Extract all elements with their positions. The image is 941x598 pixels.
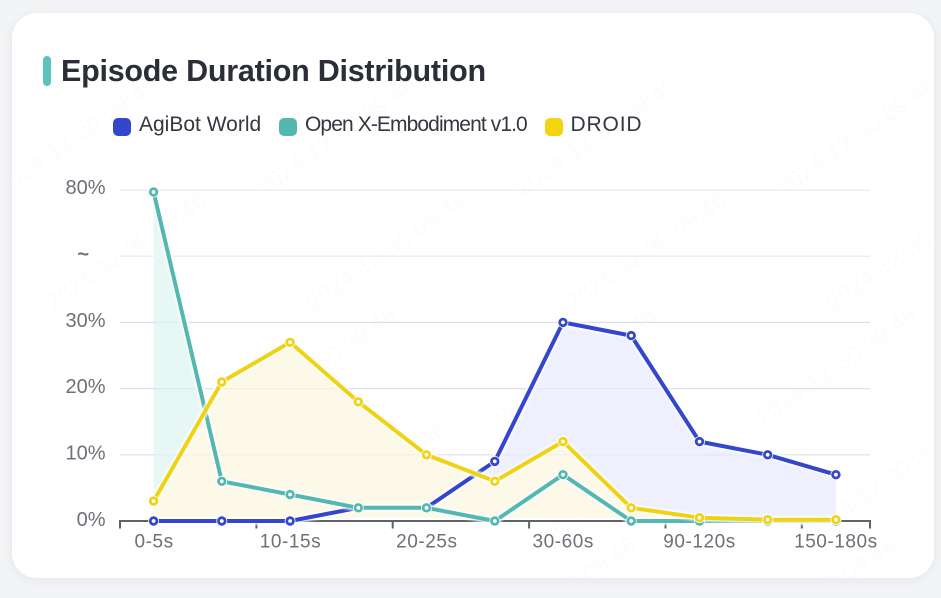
svg-text:0%: 0%	[77, 509, 106, 531]
svg-text:10-15s: 10-15s	[260, 532, 321, 553]
svg-text:~: ~	[77, 244, 89, 266]
svg-text:90-120s: 90-120s	[663, 532, 736, 553]
svg-text:10%: 10%	[65, 442, 105, 464]
svg-text:80%: 80%	[65, 177, 105, 199]
svg-text:150-180s: 150-180s	[794, 532, 878, 553]
svg-text:20%: 20%	[65, 376, 105, 398]
svg-text:30-60s: 30-60s	[532, 532, 593, 553]
svg-text:20-25s: 20-25s	[396, 532, 457, 553]
svg-text:0-5s: 0-5s	[135, 532, 174, 553]
svg-text:30%: 30%	[65, 310, 105, 332]
